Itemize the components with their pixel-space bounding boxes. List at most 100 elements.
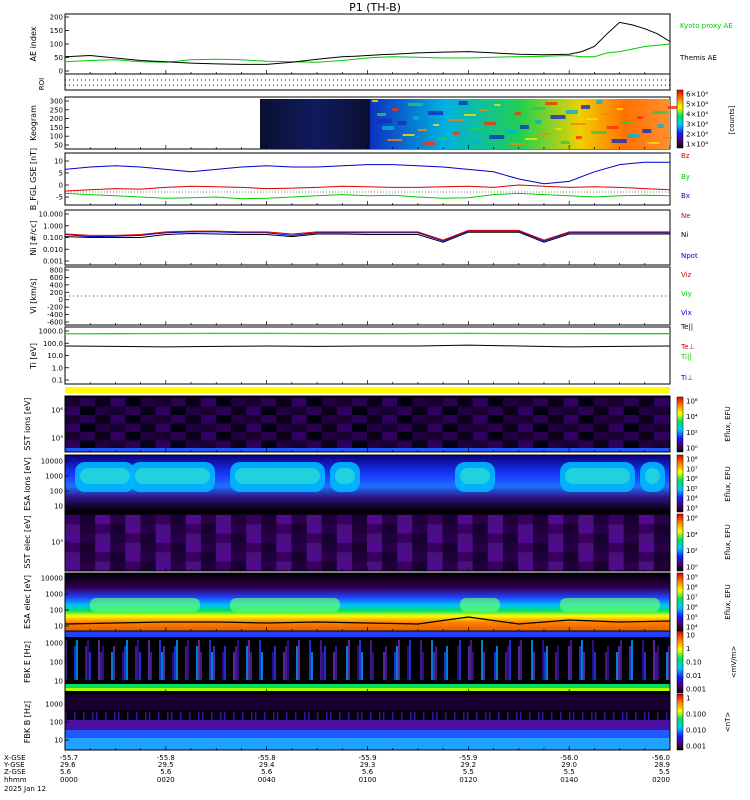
fbk-b-cbtick-label: 0.100 xyxy=(686,711,706,719)
sst-ions-cell xyxy=(533,423,549,433)
sst-elec-cell xyxy=(502,524,519,534)
sst-ions-cell xyxy=(291,415,307,424)
keogram-streak xyxy=(479,109,489,111)
ti-ytick-label: 100.0 xyxy=(43,340,63,348)
sst-ions-cell xyxy=(382,398,398,407)
panel-ti: Ti [eV] 1000.0 100.0 10.0 1.0 0.1 Te|| Te⊥ T… xyxy=(29,323,695,385)
sst-elec-cell xyxy=(231,515,247,525)
panel-b-fgl: B_FGL GSE [nT] 10 5 0 -5 Bz By Bx xyxy=(29,148,690,210)
sst-ions-cell xyxy=(110,415,126,424)
fbk-e-stripe xyxy=(198,640,200,680)
sst-ions-cell xyxy=(170,406,186,416)
sst-elec-cell xyxy=(110,524,126,534)
fbk-b-colorbar xyxy=(676,693,684,751)
sst-elec-cell xyxy=(397,533,413,543)
fbk-e-ytick-label: 100 xyxy=(50,659,63,667)
sst-ions-cell xyxy=(518,423,534,433)
sst-elec-cell xyxy=(427,524,443,534)
esa-elec-spacecraft-potential-line xyxy=(64,616,671,625)
sst-ions-cell xyxy=(563,406,579,416)
sst-ions-cell xyxy=(412,432,428,441)
sst-elec-cell xyxy=(246,552,262,562)
sst-elec-cell xyxy=(518,542,534,553)
sst-elec-cell xyxy=(155,515,171,525)
keogram-streak xyxy=(428,111,444,115)
keogram-streak xyxy=(484,122,497,125)
fbk-e-stripe xyxy=(383,652,385,680)
fbk-e-stripe xyxy=(481,640,483,680)
sst-ions-ytick-label: 10⁵ xyxy=(51,435,63,443)
fbk-e-ytick-label: 1000 xyxy=(45,640,63,648)
sst-elec-cell xyxy=(623,552,639,562)
sst-elec-cell xyxy=(216,552,232,562)
sst-elec-cell xyxy=(321,542,337,553)
sst-ions-cell xyxy=(261,440,277,450)
keogram-streak xyxy=(468,127,484,130)
sst-elec-cell xyxy=(351,552,368,562)
sst-elec-cell xyxy=(170,533,186,543)
sst-ions-cell xyxy=(593,406,609,416)
fbk-e-stripe xyxy=(172,652,174,680)
esa-ions-cbtick-label: 10⁶ xyxy=(686,475,698,483)
fbk-e-stripe xyxy=(507,646,509,680)
fbk-b-stripe xyxy=(357,712,359,722)
keogram-ytick-label: 50 xyxy=(54,142,63,150)
sst-ions-cell xyxy=(472,415,488,424)
fbk-e-stripe xyxy=(592,640,594,680)
fbk-b-stripe xyxy=(171,712,173,722)
sst-ions-cell xyxy=(427,432,443,441)
legend-viy: Viy xyxy=(681,290,692,298)
sst-ions-cell xyxy=(110,423,126,433)
sst-elec-cell xyxy=(548,542,564,553)
sst-elec-cell xyxy=(518,515,534,525)
fbk-b-stripe xyxy=(507,712,509,722)
sst-elec-cell xyxy=(261,533,277,543)
keogram-streak xyxy=(489,135,505,139)
sst-ions-cell xyxy=(95,423,111,433)
bfgl-line-bz xyxy=(64,184,671,192)
fbk-e-stripe xyxy=(470,640,472,680)
sst-elec-cell xyxy=(276,552,292,562)
keogram-streak xyxy=(545,102,558,105)
esa-ions-yticks: 10000 1000 100 10 xyxy=(41,458,69,511)
sst-ions-cell xyxy=(367,415,383,424)
sst-ions-cell xyxy=(246,406,262,416)
sst-ions-cell xyxy=(578,432,594,441)
sst-ions-cell xyxy=(548,415,564,424)
sst-ions-cell xyxy=(185,432,201,441)
sst-ions-cell xyxy=(110,406,126,416)
sst-ions-cell xyxy=(457,415,473,424)
fbk-e-stripe xyxy=(98,640,100,680)
sst-elec-cell xyxy=(321,524,337,534)
ni-line-ni xyxy=(64,230,670,242)
sst-ions-cell xyxy=(533,406,549,416)
sst-elec-cell xyxy=(200,561,217,571)
panel-fbk-b: FBK B [Hz] 1000 100 10 1 0.100 0.010 0.001 <n… xyxy=(23,693,732,751)
fbk-b-stripe xyxy=(304,712,306,722)
fbk-e-stripe xyxy=(209,640,211,680)
fbk-e-stripe xyxy=(122,652,124,680)
keogram-streak xyxy=(627,134,639,138)
sst-elec-cell xyxy=(321,533,337,543)
sst-elec-cell xyxy=(336,542,352,553)
fbk-e-stripe xyxy=(496,646,498,680)
sst-elec-cell xyxy=(95,524,111,534)
sst-ions-cell xyxy=(140,440,156,450)
sst-elec-cell xyxy=(306,515,322,525)
ephem-z-value: 5.6 xyxy=(160,768,172,776)
ephem-x-value: -55.9 xyxy=(358,754,376,762)
sst-ions-cell xyxy=(593,423,609,433)
fbk-b-stripe xyxy=(348,712,350,722)
sst-elec-cell xyxy=(412,552,428,562)
sst-ions-cell xyxy=(638,406,654,416)
sst-ions-cell xyxy=(125,423,141,433)
ephem-label-y: Y-GSE xyxy=(3,761,25,769)
sst-elec-cell xyxy=(653,542,670,553)
sst-ions-cell xyxy=(216,440,232,450)
keogram-streak xyxy=(443,106,456,110)
sst-elec-cell xyxy=(351,533,368,543)
sst-ions-cell xyxy=(518,440,534,450)
legend-ti-par: Ti|| xyxy=(680,353,692,361)
sst-elec-cell xyxy=(231,524,247,534)
sst-ions-cell xyxy=(200,398,217,407)
